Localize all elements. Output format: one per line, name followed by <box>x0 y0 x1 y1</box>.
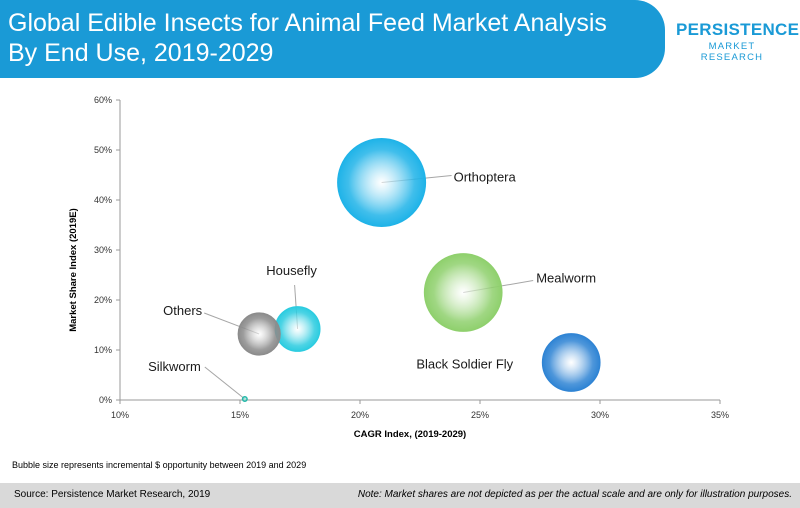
x-tick-label: 20% <box>351 410 369 420</box>
y-axis-label: Market Share Index (2019E) <box>68 208 79 332</box>
y-tick-label: 30% <box>94 245 112 255</box>
bubble-label: Black Soldier Fly <box>416 357 513 372</box>
bubble-black-soldier-fly <box>541 333 601 392</box>
x-tick-label: 30% <box>591 410 609 420</box>
x-axis-label: CAGR Index, (2019-2029) <box>354 429 466 440</box>
bubble-label: Silkworm <box>148 359 201 374</box>
leader-line <box>204 366 246 400</box>
bubble-others <box>237 312 281 356</box>
y-tick-label: 50% <box>94 145 112 155</box>
y-tick-label: 10% <box>94 345 112 355</box>
y-tick-label: 40% <box>94 195 112 205</box>
x-tick-label: 15% <box>231 410 249 420</box>
bubble-orthoptera <box>337 138 427 227</box>
chart-title: Global Edible Insects for Animal Feed Ma… <box>8 8 607 68</box>
title-banner: Global Edible Insects for Animal Feed Ma… <box>0 0 665 78</box>
bubble-labels: Orthoptera Mealworm Black Soldier Fly House… <box>148 170 596 375</box>
bubble-label: Orthoptera <box>454 170 517 185</box>
logo-main-text: PERSISTENCE <box>676 20 800 39</box>
bubble-mealworm <box>423 253 503 332</box>
bubbles <box>237 138 601 402</box>
disclaimer-text: Note: Market shares are not depicted as … <box>357 489 792 500</box>
x-tick-label: 10% <box>111 410 129 420</box>
y-tick-label: 0% <box>99 395 112 405</box>
chart-axes: 0% 10% 20% 30% 40% 50% 60% 10% 15% 20% 25% 30% 35% <box>94 95 729 420</box>
title-line-2: By End Use, 2019-2029 <box>8 39 274 67</box>
y-tick-label: 20% <box>94 295 112 305</box>
logo-sub-text: MARKET RESEARCH <box>700 41 764 63</box>
bubble-housefly <box>274 306 321 352</box>
y-tick-label: 60% <box>94 95 112 105</box>
bubble-silkworm <box>241 396 248 402</box>
footer-bar: Source: Persistence Market Research, 201… <box>0 483 800 508</box>
bubble-label: Mealworm <box>536 271 596 286</box>
x-tick-label: 25% <box>471 410 489 420</box>
source-text: Source: Persistence Market Research, 201… <box>14 489 211 500</box>
x-tick-label: 35% <box>711 410 729 420</box>
bubble-chart: 0% 10% 20% 30% 40% 50% 60% 10% 15% 20% 25% 30% 35% O… <box>68 95 729 440</box>
bubble-label: Housefly <box>266 263 317 278</box>
company-logo: PERSISTENCE MARKET RESEARCH <box>676 20 800 63</box>
bubble-size-note: Bubble size represents incremental $ opp… <box>12 460 307 470</box>
title-line-1: Global Edible Insects for Animal Feed Ma… <box>8 9 607 37</box>
bubble-label: Others <box>163 303 203 318</box>
